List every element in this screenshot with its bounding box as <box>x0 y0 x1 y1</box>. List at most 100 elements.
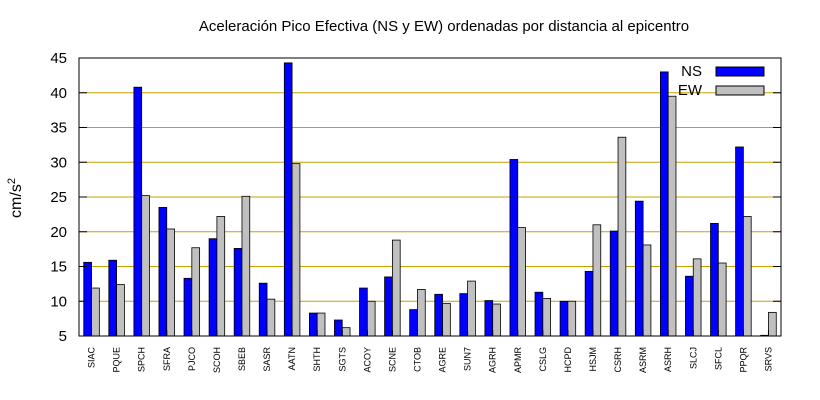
bar-ew-sfcl <box>717 262 727 337</box>
bar-ew-cslg <box>542 298 552 337</box>
y-tick-label: 35 <box>50 120 67 137</box>
bar-ew-ppqr <box>742 216 752 337</box>
x-tick-label: SGTS <box>337 347 347 372</box>
x-tick-label: PPQR <box>738 347 748 373</box>
bar-ew-csrh <box>617 136 627 337</box>
x-tick-label: SPCH <box>137 347 147 372</box>
bar-ew-ctob <box>417 289 426 337</box>
bar-ns-sun7 <box>459 293 469 337</box>
x-tick-label: HSJM <box>588 347 598 372</box>
x-tick-label: SFRA <box>162 347 172 371</box>
bar-ew-asrh <box>667 95 677 337</box>
y-tick-label: 45 <box>50 50 67 67</box>
bar-ew-scne <box>391 239 401 337</box>
x-tick-label: CSRH <box>613 347 623 373</box>
x-tick-label: SIAC <box>87 347 97 369</box>
bar-ew-shth <box>316 312 326 337</box>
bar-ew-slcj <box>692 258 702 337</box>
x-tick-label: SLCJ <box>688 347 698 369</box>
y-tick-label: 15 <box>50 259 67 276</box>
bar-ew-sun7 <box>467 280 476 337</box>
bar-ew-acoy <box>366 300 376 337</box>
bar-ew-sbeb <box>241 195 251 337</box>
x-tick-label: SHTH <box>312 347 322 372</box>
bar-ns-slcj <box>685 275 694 337</box>
x-tick-label: SFCL <box>713 347 723 370</box>
bar-ns-sgts <box>334 319 343 337</box>
bar-ew-apmr <box>517 227 526 337</box>
x-tick-label: SCOH <box>212 347 222 373</box>
bar-ns-aatn <box>283 62 293 337</box>
bar-ns-hsjm <box>584 270 594 337</box>
bar-ew-siac <box>91 287 100 337</box>
bar-ew-pque <box>116 284 125 337</box>
chart-title: Aceleración Pico Efectiva (NS y EW) orde… <box>199 18 689 35</box>
bar-ns-pque <box>108 259 118 337</box>
bar-ew-hcpd <box>567 300 577 337</box>
bar-ns-asrm <box>634 200 644 337</box>
x-tick-label: HCPD <box>563 347 573 373</box>
bar-ew-agrh <box>492 303 501 337</box>
bar-ns-agre <box>434 293 443 337</box>
x-ticks: SIAC PQUE SPCH SFRA PJCO SCOH SBEB SASR AATN SHTH… <box>87 330 773 374</box>
y-axis-label-exponent: 2 <box>6 178 18 184</box>
bar-ew-spch <box>141 195 150 337</box>
y-axis-label: cm/s2 <box>6 178 25 218</box>
x-tick-label: CSLG <box>538 347 548 372</box>
x-tick-label: AGRE <box>438 347 448 373</box>
bar-ns-scoh <box>208 238 218 337</box>
bar-ew-sasr <box>266 298 276 337</box>
legend-swatch-ns <box>715 66 765 77</box>
legend-swatch-ew <box>715 85 765 96</box>
bar-ns-asrh <box>659 71 669 337</box>
x-tick-label: APMR <box>513 347 523 374</box>
y-tick-label: 40 <box>50 85 67 102</box>
bar-ew-pjco <box>191 247 201 337</box>
bar-ns-ctob <box>409 309 418 337</box>
bar-ns-scne <box>384 276 393 337</box>
legend-label-ew: EW <box>678 82 703 99</box>
legend-label-ns: NS <box>681 63 702 80</box>
x-tick-label: ASRH <box>663 347 673 372</box>
bars <box>83 62 777 337</box>
bar-ns-sasr <box>258 282 268 337</box>
x-tick-label: PQUE <box>112 347 122 373</box>
bar-ns-sfcl <box>710 223 719 337</box>
x-tick-label: SRVS <box>763 347 773 371</box>
bar-ew-asrm <box>642 244 652 337</box>
x-tick-label: AATN <box>287 347 297 370</box>
x-tick-label: ASRM <box>638 347 648 373</box>
bar-ns-ppqr <box>735 146 744 337</box>
bar-ns-apmr <box>509 159 519 337</box>
bar-ns-sbeb <box>233 248 243 337</box>
x-tick-label: ACOY <box>362 347 372 373</box>
x-tick-label: SBEB <box>237 347 247 371</box>
x-tick-label: SASR <box>262 347 272 372</box>
bar-ns-acoy <box>359 287 368 337</box>
bar-ns-spch <box>133 86 143 337</box>
bar-ns-shth <box>308 312 318 337</box>
x-tick-label: AGRH <box>488 347 498 373</box>
x-tick-label: PJCO <box>187 347 197 371</box>
bar-ew-sgts <box>341 327 351 337</box>
bar-ns-pjco <box>183 277 193 337</box>
bar-ew-agre <box>442 302 451 337</box>
y-tick-label: 20 <box>50 224 67 241</box>
bar-ew-scoh <box>216 216 226 337</box>
y-tick-label: 10 <box>50 293 67 310</box>
x-tick-label: SCNE <box>387 347 397 372</box>
y-tick-label: 30 <box>50 154 67 171</box>
bar-ns-cslg <box>534 291 544 337</box>
bar-ew-aatn <box>291 163 301 337</box>
x-tick-label: CTOB <box>412 347 422 372</box>
bar-ew-hsjm <box>592 224 602 337</box>
legend: NS EW <box>678 63 765 99</box>
bar-ns-csrh <box>609 230 619 337</box>
bar-ns-sfra <box>158 207 168 337</box>
bar-ns-siac <box>83 261 92 337</box>
y-tick-label: 5 <box>59 328 67 345</box>
y-ticks: 5 10 15 20 25 30 35 40 45 <box>50 50 781 345</box>
bar-ew-sfra <box>166 228 175 337</box>
bar-ew-srvs <box>768 311 777 337</box>
y-tick-label: 25 <box>50 189 67 206</box>
